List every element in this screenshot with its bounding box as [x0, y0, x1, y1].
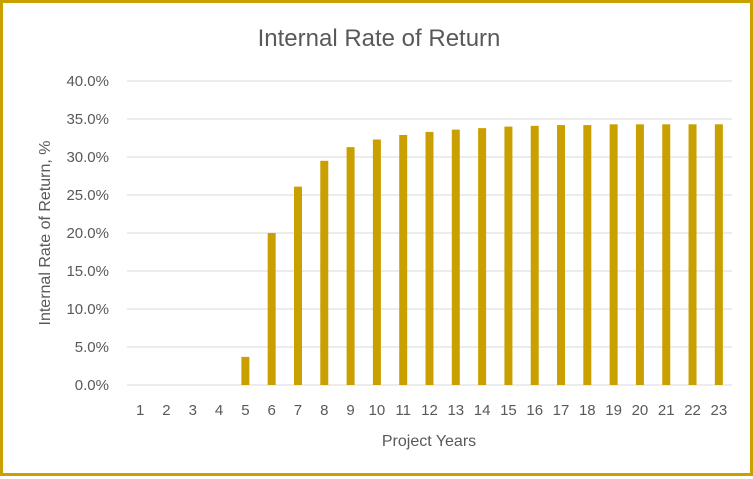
x-tick-labels: 1 2 3 4 5 6 7 8 9 10 11 12 13 14 15 16 17 18 19 20 21 22 23 [136, 402, 727, 419]
bar [293, 186, 302, 385]
bar [241, 356, 250, 385]
bars [241, 124, 723, 385]
x-tick-label: 14 [474, 402, 491, 419]
y-tick-label: 25.0% [66, 187, 109, 204]
x-tick-label: 9 [346, 402, 354, 419]
x-tick-label: 7 [294, 402, 302, 419]
bar [478, 128, 487, 385]
x-tick-label: 11 [395, 402, 411, 419]
x-tick-label: 15 [500, 402, 517, 419]
x-tick-label: 4 [215, 402, 223, 419]
bar [399, 134, 408, 385]
bar-chart: Internal Rate of Return 0.0% 5.0% 10.0% 15.… [37, 25, 732, 450]
x-tick-label: 21 [658, 402, 675, 419]
x-tick-label: 3 [189, 402, 197, 419]
bar [688, 124, 697, 385]
y-tick-label: 15.0% [66, 263, 109, 280]
x-tick-label: 12 [421, 402, 438, 419]
bar [372, 139, 381, 385]
bar [609, 124, 618, 385]
y-tick-label: 10.0% [66, 301, 109, 318]
y-tick-label: 20.0% [66, 225, 109, 242]
bar [714, 124, 723, 385]
x-tick-label: 19 [605, 402, 622, 419]
x-tick-label: 13 [447, 402, 464, 419]
y-tick-labels: 0.0% 5.0% 10.0% 15.0% 20.0% 25.0% 30.0% 35.0% 40… [66, 73, 109, 394]
x-tick-label: 6 [268, 402, 276, 419]
y-tick-label: 30.0% [66, 149, 109, 166]
x-tick-label: 16 [526, 402, 543, 419]
x-tick-label: 1 [136, 402, 144, 419]
y-tick-label: 40.0% [66, 73, 109, 90]
bar [346, 147, 355, 385]
bar [320, 160, 329, 385]
bar [504, 126, 513, 385]
x-tick-label: 18 [579, 402, 596, 419]
bar [530, 125, 539, 385]
chart-title: Internal Rate of Return [258, 25, 501, 52]
y-tick-label: 5.0% [75, 339, 109, 356]
x-axis-label: Project Years [382, 433, 476, 450]
x-tick-label: 22 [684, 402, 701, 419]
y-tick-label: 35.0% [66, 111, 109, 128]
x-tick-label: 2 [162, 402, 170, 419]
bar [662, 124, 671, 385]
x-tick-label: 5 [241, 402, 249, 419]
y-tick-label: 0.0% [75, 377, 109, 394]
bar [425, 131, 434, 385]
x-tick-label: 8 [320, 402, 328, 419]
bar [451, 129, 460, 385]
x-tick-label: 17 [553, 402, 570, 419]
bar [557, 125, 566, 385]
x-tick-label: 10 [369, 402, 386, 419]
bar [583, 125, 592, 385]
x-tick-label: 20 [632, 402, 649, 419]
bar [267, 233, 276, 385]
x-tick-label: 23 [711, 402, 728, 419]
y-axis-label: Internal Rate of Return, % [37, 141, 54, 326]
bar [635, 124, 644, 385]
